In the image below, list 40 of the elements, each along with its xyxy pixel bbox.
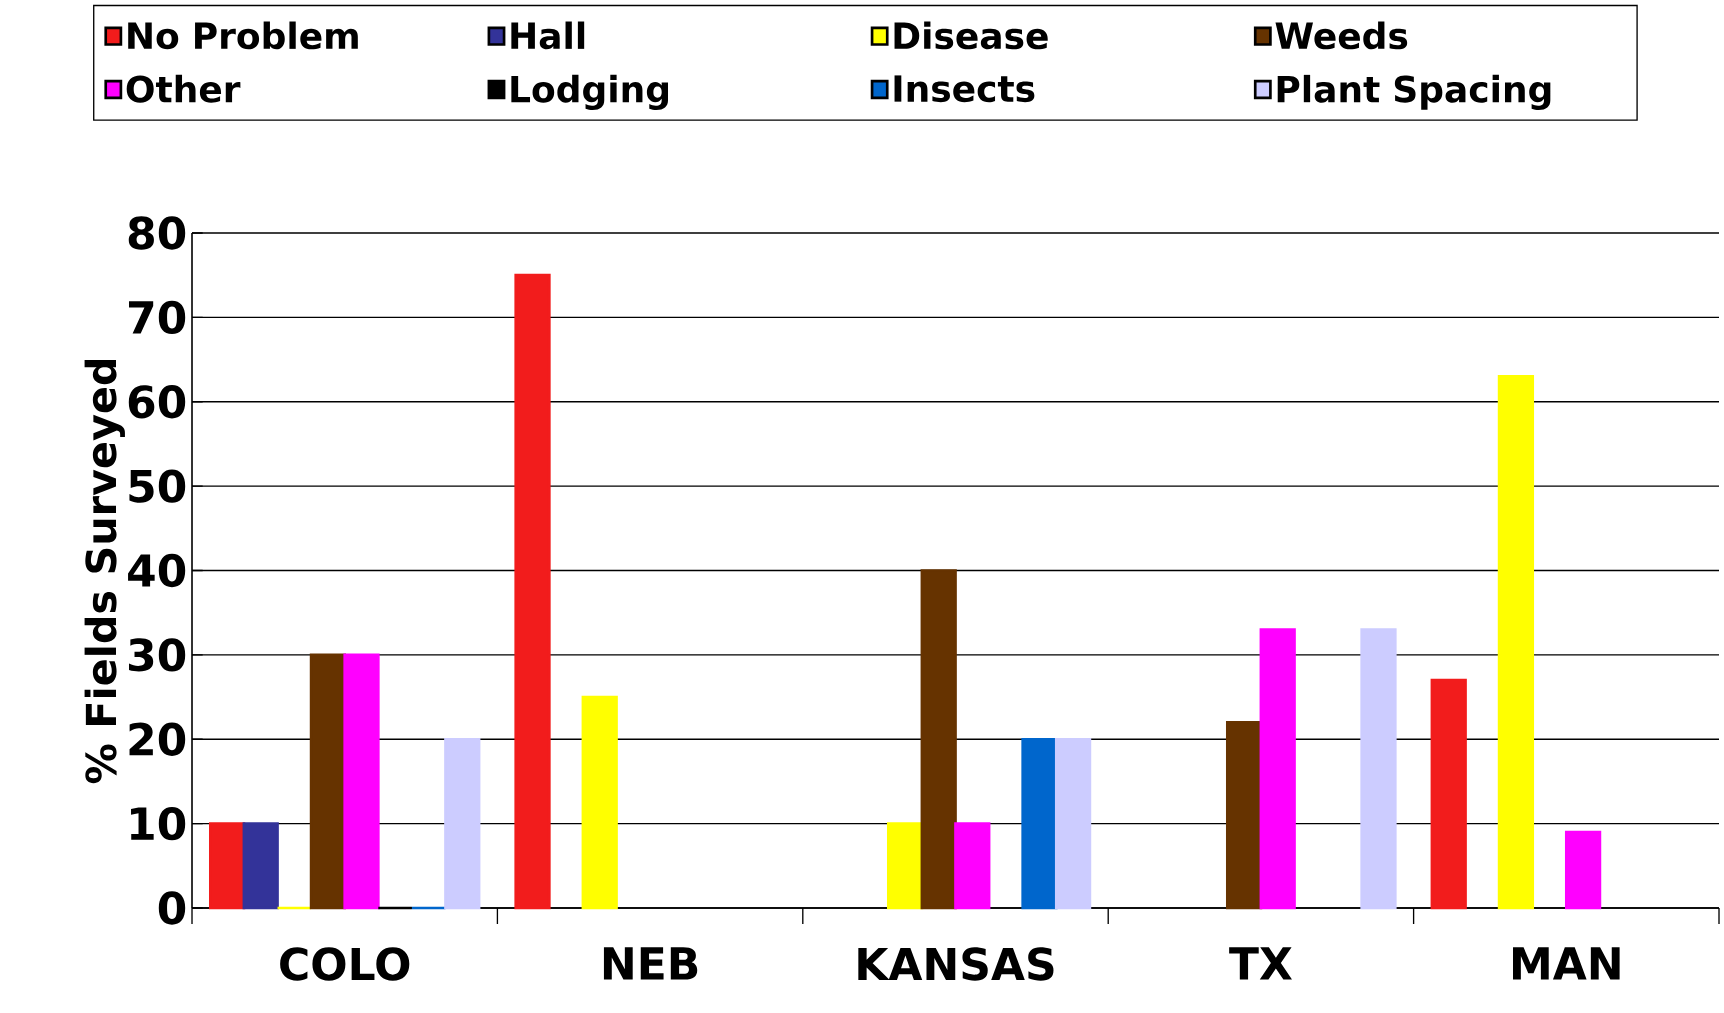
y-tick-label: 20	[129, 722, 186, 756]
legend-label: Other	[126, 74, 241, 103]
bar	[1497, 375, 1535, 910]
bar	[954, 822, 991, 910]
x-tick-label: MAN	[1513, 947, 1620, 980]
bar	[1259, 628, 1296, 910]
y-tick-label: 0	[158, 891, 186, 925]
bar	[1054, 737, 1092, 910]
y-tick-label: 60	[128, 385, 186, 419]
legend-label: Plant Spacing	[1277, 74, 1551, 110]
bar	[1564, 830, 1602, 910]
y-tick-label: 80	[128, 216, 186, 250]
y-tick-label: 50	[129, 469, 186, 503]
bar	[581, 695, 618, 910]
legend-label: Lodging	[511, 74, 669, 110]
y-tick-label: 30	[129, 638, 186, 672]
x-tick-label: TX	[1229, 947, 1292, 980]
bar	[1225, 721, 1263, 910]
bar	[444, 737, 481, 910]
y-tick-label: 70	[129, 300, 186, 334]
bar	[1360, 628, 1397, 910]
x-tick-label: COLO	[280, 947, 410, 981]
y-tick-label: 10	[131, 806, 186, 841]
bar	[1430, 678, 1467, 910]
legend-label: No Problem	[128, 21, 358, 50]
x-tick-label: NEB	[603, 947, 698, 980]
legend-label: Insects	[894, 75, 1035, 103]
bar	[343, 653, 380, 910]
legend-label: Weeds	[1275, 21, 1408, 50]
legend-label: Disease	[894, 21, 1048, 50]
y-tick-label: 40	[128, 553, 186, 588]
bar	[242, 822, 279, 910]
y-axis-title: % Fields Surveyed	[84, 359, 125, 784]
legend-label: Hall	[511, 21, 585, 50]
bar	[1021, 737, 1058, 910]
bar	[886, 822, 924, 910]
x-tick-label: KANSAS	[858, 947, 1054, 981]
bar	[920, 569, 957, 910]
bar	[208, 822, 246, 910]
bar	[514, 273, 551, 910]
